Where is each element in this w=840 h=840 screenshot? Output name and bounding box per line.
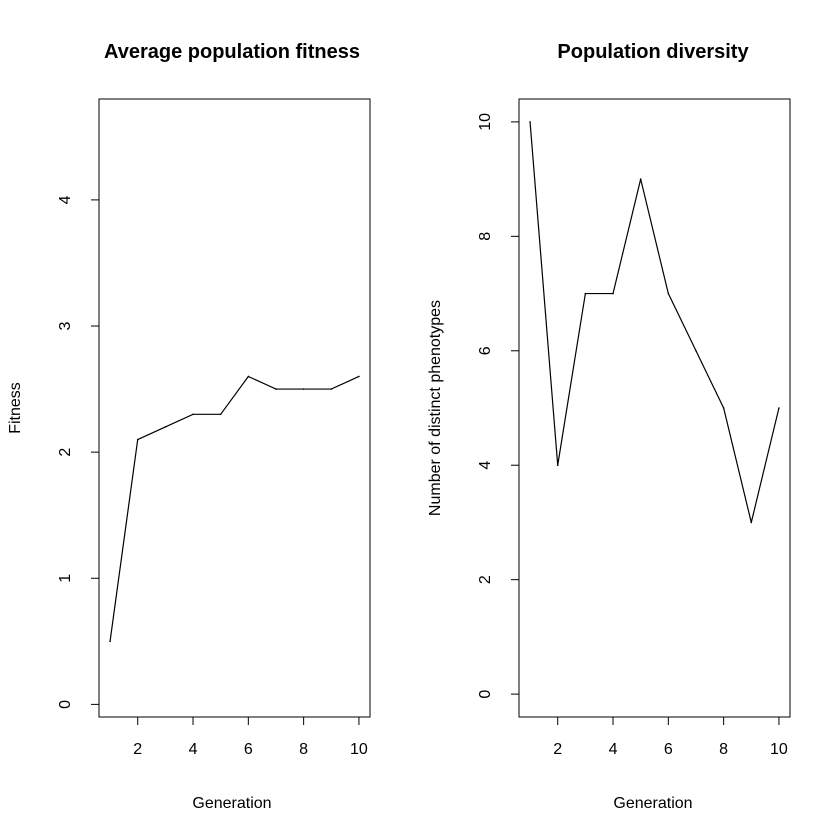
y-tick-label: 8 [477, 232, 494, 241]
data-point [302, 388, 305, 390]
data-point [556, 464, 559, 467]
y-tick-label: 3 [57, 321, 74, 330]
data-point [750, 521, 753, 524]
y-tick-label: 0 [477, 690, 494, 699]
data-point [136, 438, 139, 441]
x-tick-label: 8 [299, 741, 308, 758]
y-axis-label: Fitness [7, 382, 24, 434]
x-tick-label: 4 [189, 741, 198, 758]
y-tick-label: 6 [477, 346, 494, 355]
x-axis: 2 4 6 8 10 [133, 717, 368, 758]
plot-frame [518, 98, 791, 718]
y-axis-label: Number of distinct phenotypes [427, 300, 444, 516]
data-point [778, 407, 780, 409]
x-tick-label: 4 [609, 741, 618, 758]
data-point [639, 178, 642, 180]
series-line [109, 375, 360, 642]
y-tick-label: 2 [57, 448, 74, 457]
data-point [192, 413, 194, 416]
y-tick-label: 10 [477, 113, 494, 131]
x-axis-label: Generation [192, 795, 271, 812]
data-point [695, 349, 697, 352]
x-tick-label: 2 [133, 741, 142, 758]
y-tick-label: 0 [57, 700, 74, 709]
x-axis: 2 4 6 8 10 [553, 717, 788, 758]
data-point [722, 407, 725, 409]
data-point [109, 640, 111, 643]
x-tick-label: 10 [770, 741, 788, 758]
y-axis: 0 1 2 3 4 [57, 195, 99, 709]
x-tick-label: 6 [664, 741, 673, 758]
y-tick-label: 4 [57, 195, 74, 204]
plot-frame [98, 98, 371, 718]
data-point [529, 121, 531, 123]
x-tick-label: 8 [719, 741, 728, 758]
chart-title: Population diversity [557, 41, 749, 63]
data-point [330, 388, 333, 390]
x-tick-label: 10 [350, 741, 368, 758]
data-point [612, 292, 614, 295]
data-point [247, 375, 250, 378]
x-axis-label: Generation [613, 795, 692, 812]
chart-panel-2: Population diversity 2 4 6 8 10 0 2 4 6 8 10 Generat… [427, 41, 791, 812]
chart-title: Average population fitness [104, 41, 360, 63]
x-tick-label: 6 [244, 741, 253, 758]
series-line [529, 121, 780, 523]
data-point [584, 292, 587, 295]
y-tick-label: 1 [57, 574, 74, 583]
y-axis: 0 2 4 6 8 10 [477, 113, 519, 699]
data-point [164, 426, 167, 428]
chart-panel-1: Average population fitness 2 4 6 8 10 0 1 2 3 4 Gen… [7, 41, 371, 812]
data-point [667, 292, 670, 295]
data-point [358, 375, 360, 378]
x-tick-label: 2 [553, 741, 562, 758]
data-point [275, 388, 277, 390]
data-point [219, 413, 222, 416]
y-tick-label: 4 [477, 461, 494, 470]
y-tick-label: 2 [477, 575, 494, 584]
